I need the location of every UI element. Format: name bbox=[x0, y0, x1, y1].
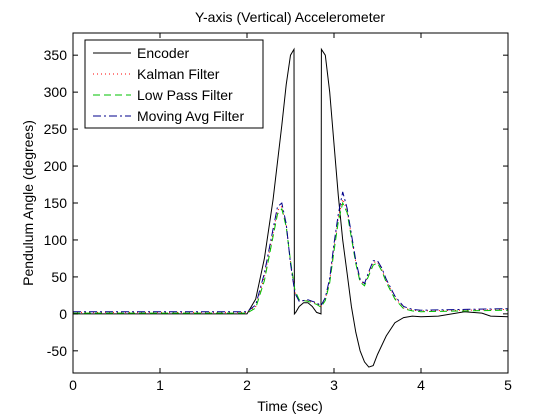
x-axis-label: Time (sec) bbox=[257, 398, 323, 414]
x-tick-label: 4 bbox=[417, 377, 425, 393]
series-line-2 bbox=[73, 201, 509, 314]
y-tick-label: 50 bbox=[51, 269, 67, 285]
series-line-0 bbox=[73, 47, 509, 368]
y-axis-label: Pendulum Angle (degrees) bbox=[20, 120, 36, 286]
y-tick-label: 350 bbox=[44, 47, 68, 63]
legend-box bbox=[84, 39, 264, 129]
series-layer bbox=[73, 47, 509, 368]
series-line-3 bbox=[73, 191, 509, 313]
legend-label-0: Encoder bbox=[137, 45, 189, 61]
x-tick-label: 3 bbox=[330, 377, 338, 393]
y-tick-label: -50 bbox=[47, 343, 67, 359]
y-tick-label: 100 bbox=[44, 232, 68, 248]
x-tick-label: 0 bbox=[69, 377, 77, 393]
y-tick-label: 300 bbox=[44, 84, 68, 100]
y-tick-label: 150 bbox=[44, 195, 68, 211]
legend: Encoder Kalman Filter Low Pass Filter Movin… bbox=[84, 39, 264, 129]
y-tick-label: 200 bbox=[44, 158, 68, 174]
y-tick-label: 250 bbox=[44, 121, 68, 137]
y-tick-label: 0 bbox=[59, 306, 67, 322]
chart-title: Y-axis (Vertical) Accelerometer bbox=[195, 9, 385, 25]
legend-label-2: Low Pass Filter bbox=[137, 87, 233, 103]
axis-ticks: 0 1 2 3 4 5 -50 0 50 100 150 200 250 300 350 bbox=[44, 33, 512, 393]
x-tick-label: 5 bbox=[504, 377, 512, 393]
legend-label-1: Kalman Filter bbox=[137, 66, 220, 82]
x-tick-label: 2 bbox=[243, 377, 251, 393]
legend-label-3: Moving Avg Filter bbox=[137, 108, 244, 124]
x-tick-label: 1 bbox=[156, 377, 164, 393]
